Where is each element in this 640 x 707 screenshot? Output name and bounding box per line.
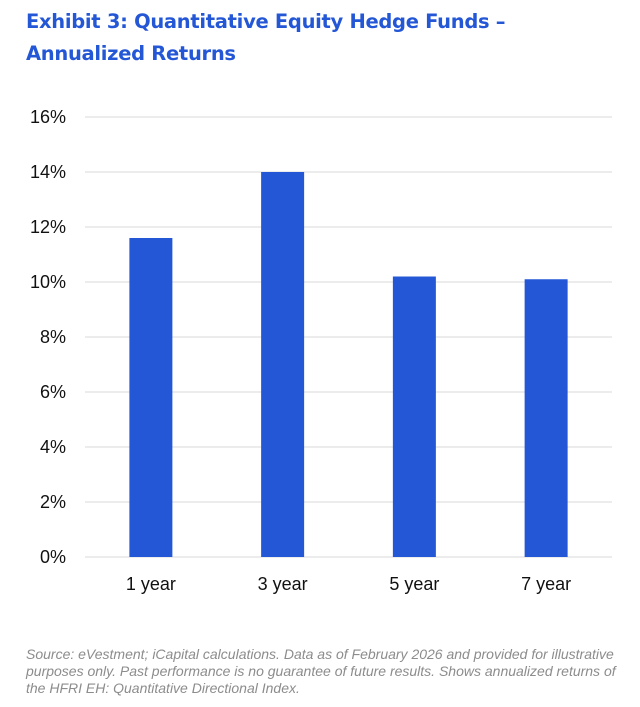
x-axis-tick-labels: 1 year 3 year 5 year 7 year [126,574,571,594]
x-tick-label: 7 year [521,574,571,594]
y-tick-label: 16% [30,107,66,127]
bar [524,279,568,557]
chart-title: Exhibit 3: Quantitative Equity Hedge Fun… [26,6,626,70]
x-tick-label: 5 year [389,574,439,594]
y-tick-label: 14% [30,162,66,182]
y-axis-tick-labels: 0% 2% 4% 6% 8% 10% 12% 14% 16% [30,107,66,567]
y-tick-label: 0% [40,547,66,567]
y-tick-label: 4% [40,437,66,457]
bar-chart: 0% 2% 4% 6% 8% 10% 12% 14% 16% 1 year 3 year 5 yea… [30,107,612,594]
bars [129,172,568,557]
y-tick-label: 12% [30,217,66,237]
source-note: Source: eVestment; iCapital calculations… [26,646,616,696]
chart-title-line-1: Exhibit 3: Quantitative Equity Hedge Fun… [26,10,506,33]
chart-title-line-2: Annualized Returns [26,42,236,65]
bar [261,172,305,557]
bar [129,238,173,557]
x-tick-label: 3 year [258,574,308,594]
x-tick-label: 1 year [126,574,176,594]
y-tick-label: 10% [30,272,66,292]
gridlines [85,116,612,558]
bar [392,276,436,557]
y-tick-label: 2% [40,492,66,512]
y-tick-label: 6% [40,382,66,402]
y-tick-label: 8% [40,327,66,347]
